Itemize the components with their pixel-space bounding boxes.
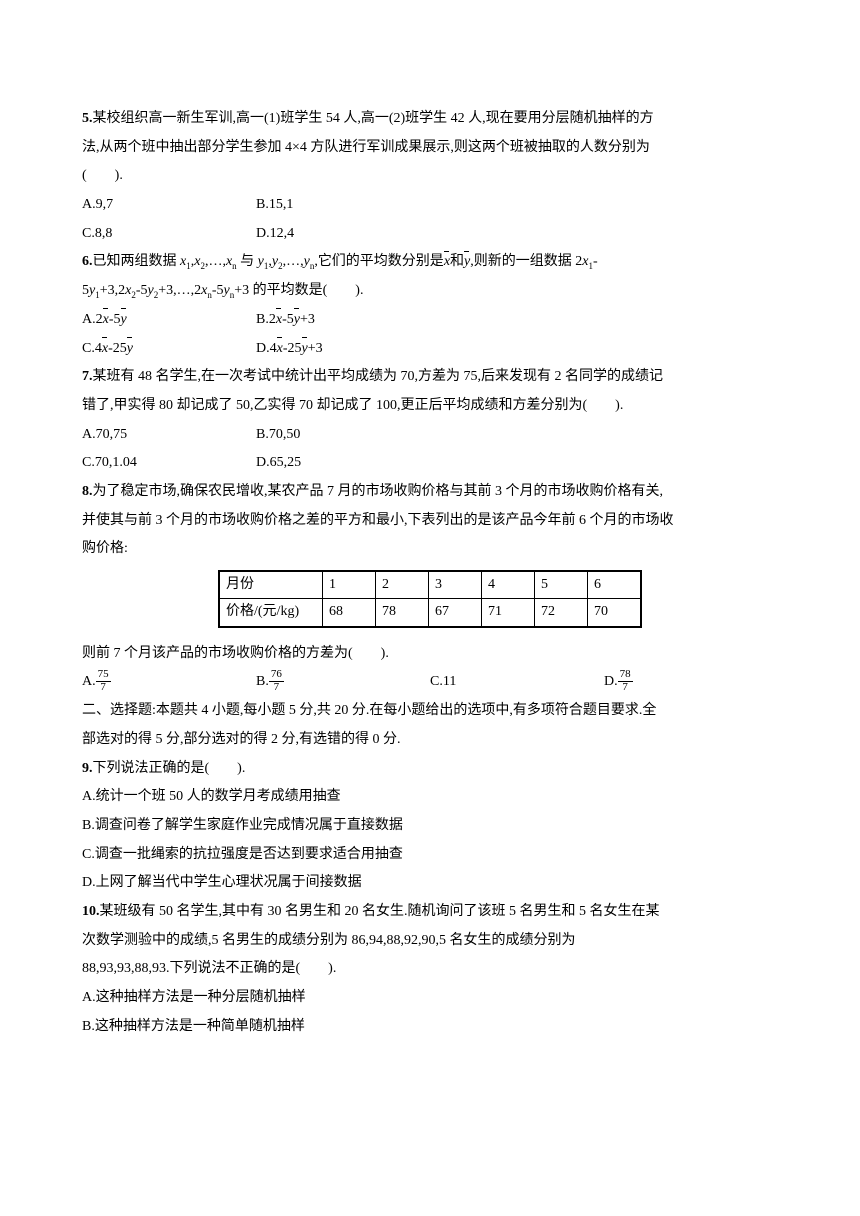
q8-opt-c: C.11 <box>430 668 604 697</box>
q8-line3: 购价格: <box>82 535 778 564</box>
q6-t1f: - <box>593 254 598 269</box>
q7-opt-a: A.70,75 <box>82 421 256 450</box>
table-row: 价格/(元/kg) 68 78 67 71 72 70 <box>219 599 641 627</box>
q5-opt-b: B.15,1 <box>256 191 430 220</box>
q6-t1b: 与 <box>237 254 258 269</box>
q7-opt-b: B.70,50 <box>256 421 430 450</box>
q7-opt-c: C.70,1.04 <box>82 449 256 478</box>
q6-yn: yn <box>304 254 315 269</box>
q10-number: 10. <box>82 904 100 919</box>
q5-line2: 法,从两个班中抽出部分学生参加 4×4 方队进行军训成果展示,则这两个班被抽取的… <box>82 134 778 163</box>
q6-y2: y2 <box>272 254 283 269</box>
q8-col-3: 3 <box>429 571 482 599</box>
q6-xn: xn <box>226 254 237 269</box>
q9-opt-d: D.上网了解当代中学生心理状况属于间接数据 <box>82 869 778 898</box>
q6-t2a: 5 <box>82 283 89 298</box>
q8-val-5: 72 <box>535 599 588 627</box>
q7-line2: 错了,甲实得 80 却记成了 50,乙实得 70 却记成了 100,更正后平均成… <box>82 392 778 421</box>
q5-options-row2: C.8,8 D.12,4 <box>82 220 778 249</box>
fraction-icon: 787 <box>618 669 633 693</box>
q9-number: 9. <box>82 761 93 776</box>
q6-opt-d: D.4x-25y+3 <box>256 335 430 364</box>
q7-opt-d: D.65,25 <box>256 449 430 478</box>
q5-line3: ( ). <box>82 162 778 191</box>
q6-opt-c: C.4x-25y <box>82 335 256 364</box>
q6-t1a: 已知两组数据 <box>93 254 181 269</box>
q8-col-6: 6 <box>588 571 642 599</box>
q10-line2: 次数学测验中的成绩,5 名男生的成绩分别为 86,94,88,92,90,5 名… <box>82 927 778 956</box>
q6-t1e: ,则新的一组数据 2 <box>470 254 582 269</box>
q6-opt-a: A.2x-5y <box>82 306 256 335</box>
q6-x1b: x1 <box>582 254 593 269</box>
q5-opt-c: C.8,8 <box>82 220 256 249</box>
q8-val-6: 70 <box>588 599 642 627</box>
q10-opt-a: A.这种抽样方法是一种分层随机抽样 <box>82 984 778 1013</box>
question-9: 9.下列说法正确的是( ). <box>82 755 778 784</box>
question-7: 7.某班有 48 名学生,在一次考试中统计出平均成绩为 70,方差为 75,后来… <box>82 363 778 392</box>
table-row: 月份 1 2 3 4 5 6 <box>219 571 641 599</box>
q5-options-row1: A.9,7 B.15,1 <box>82 191 778 220</box>
q8-col-4: 4 <box>482 571 535 599</box>
q7-options-row1: A.70,75 B.70,50 <box>82 421 778 450</box>
question-8: 8.为了稳定市场,确保农民增收,某农产品 7 月的市场收购价格与其前 3 个月的… <box>82 478 778 507</box>
q8-line1: 为了稳定市场,确保农民增收,某农产品 7 月的市场收购价格与其前 3 个月的市场… <box>93 484 664 499</box>
q10-line1: 某班级有 50 名学生,其中有 30 名男生和 20 名女生.随机询问了该班 5… <box>100 904 660 919</box>
q6-options-row2: C.4x-25y D.4x-25y+3 <box>82 335 778 364</box>
q8-val-3: 67 <box>429 599 482 627</box>
q8-number: 8. <box>82 484 93 499</box>
q5-opt-d: D.12,4 <box>256 220 430 249</box>
q8-th-month: 月份 <box>219 571 323 599</box>
q6-y1: y1 <box>258 254 269 269</box>
q6-x1: x1 <box>180 254 191 269</box>
q8-opt-a: A.757 <box>82 668 256 697</box>
q8-col-1: 1 <box>323 571 376 599</box>
q9-opt-a: A.统计一个班 50 人的数学月考成绩用抽查 <box>82 783 778 812</box>
q5-opt-a: A.9,7 <box>82 191 256 220</box>
q6-number: 6. <box>82 254 93 269</box>
q10-line3: 88,93,93,88,93.下列说法不正确的是( ). <box>82 955 778 984</box>
q8-options: A.757 B.767 C.11 D.787 <box>82 668 778 697</box>
q8-opt-b: B.767 <box>256 668 430 697</box>
q8-col-2: 2 <box>376 571 429 599</box>
section2-line1: 二、选择题:本题共 4 小题,每小题 5 分,共 20 分.在每小题给出的选项中… <box>82 697 778 726</box>
q8-opt-d: D.787 <box>604 668 778 697</box>
q5-number: 5. <box>82 111 93 126</box>
q7-options-row2: C.70,1.04 D.65,25 <box>82 449 778 478</box>
question-10: 10.某班级有 50 名学生,其中有 30 名男生和 20 名女生.随机询问了该… <box>82 898 778 927</box>
xbar-icon: x <box>444 248 450 277</box>
question-6: 6.已知两组数据 x1,x2,…,xn 与 y1,y2,…,yn,它们的平均数分… <box>82 248 778 277</box>
q8-col-5: 5 <box>535 571 588 599</box>
section2-line2: 部选对的得 5 分,部分选对的得 2 分,有选错的得 0 分. <box>82 726 778 755</box>
q8-table-container: 月份 1 2 3 4 5 6 价格/(元/kg) 68 78 67 71 72 … <box>82 570 778 628</box>
q8-val-4: 71 <box>482 599 535 627</box>
q7-number: 7. <box>82 369 93 384</box>
q8-line2: 并使其与前 3 个月的市场收购价格之差的平方和最小,下表列出的是该产品今年前 6… <box>82 507 778 536</box>
q9-opt-c: C.调查一批绳索的抗拉强度是否达到要求适合用抽查 <box>82 841 778 870</box>
q6-t1c: ,它们的平均数分别是 <box>314 254 444 269</box>
page: 5.某校组织高一新生军训,高一(1)班学生 54 人,高一(2)班学生 42 人… <box>0 0 860 1216</box>
q6-line2: 5y1+3,2x2-5y2+3,…,2xn-5yn+3 的平均数是( ). <box>82 277 778 306</box>
q8-val-2: 78 <box>376 599 429 627</box>
ybar-icon: y <box>464 248 470 277</box>
question-5: 5.某校组织高一新生军训,高一(1)班学生 54 人,高一(2)班学生 42 人… <box>82 105 778 134</box>
q6-t1d: 和 <box>450 254 464 269</box>
q6-opt-b: B.2x-5y+3 <box>256 306 430 335</box>
q6-x2: x2 <box>194 254 205 269</box>
fraction-icon: 767 <box>269 669 284 693</box>
q6-options-row1: A.2x-5y B.2x-5y+3 <box>82 306 778 335</box>
q7-line1: 某班有 48 名学生,在一次考试中统计出平均成绩为 70,方差为 75,后来发现… <box>93 369 664 384</box>
q5-line1: 某校组织高一新生军训,高一(1)班学生 54 人,高一(2)班学生 42 人,现… <box>93 111 654 126</box>
q9-opt-b: B.调查问卷了解学生家庭作业完成情况属于直接数据 <box>82 812 778 841</box>
q8-price-table: 月份 1 2 3 4 5 6 价格/(元/kg) 68 78 67 71 72 … <box>218 570 642 628</box>
q9-text: 下列说法正确的是( ). <box>93 761 246 776</box>
q8-line4: 则前 7 个月该产品的市场收购价格的方差为( ). <box>82 640 778 669</box>
q8-val-1: 68 <box>323 599 376 627</box>
q10-opt-b: B.这种抽样方法是一种简单随机抽样 <box>82 1013 778 1042</box>
q8-th-price: 价格/(元/kg) <box>219 599 323 627</box>
fraction-icon: 757 <box>96 669 111 693</box>
